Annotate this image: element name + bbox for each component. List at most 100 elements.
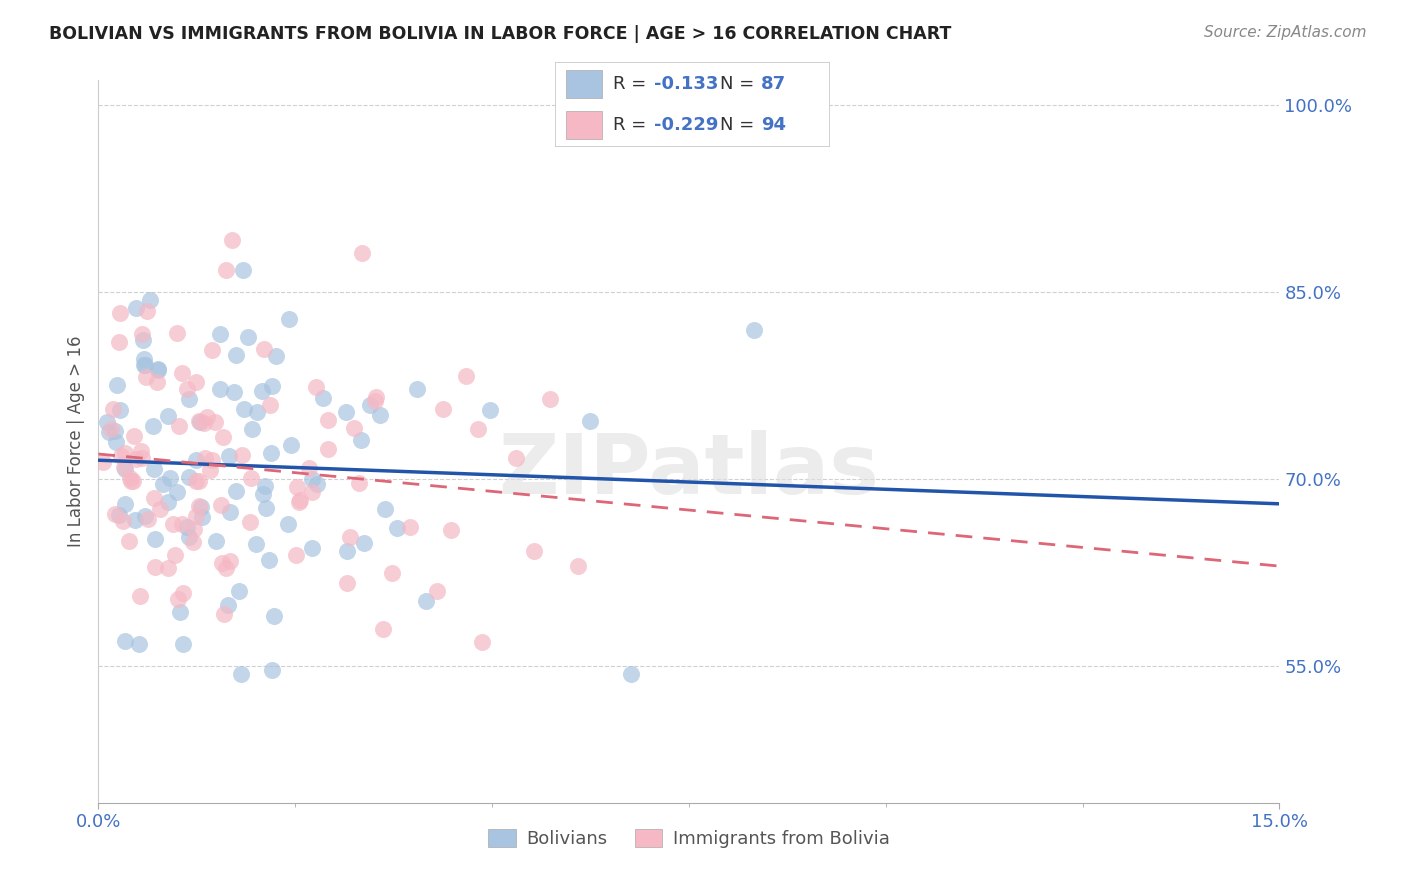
Point bbox=[184, 508, 207, 523]
Point bbox=[188, 475, 211, 489]
Point bbox=[104, 424, 127, 438]
Point bbox=[471, 635, 494, 649]
Point bbox=[156, 560, 179, 574]
Point bbox=[124, 513, 146, 527]
Point bbox=[215, 263, 238, 277]
Point bbox=[152, 477, 174, 491]
Point bbox=[250, 384, 273, 398]
Point bbox=[191, 509, 214, 524]
Point bbox=[91, 455, 114, 469]
Point bbox=[336, 576, 359, 591]
Point bbox=[114, 496, 136, 510]
Point bbox=[350, 433, 373, 447]
Point bbox=[212, 607, 235, 621]
Point bbox=[231, 667, 253, 681]
Point bbox=[112, 514, 135, 528]
Point bbox=[318, 413, 340, 427]
Point bbox=[218, 505, 240, 519]
Point bbox=[259, 398, 281, 412]
FancyBboxPatch shape bbox=[555, 62, 830, 147]
Point bbox=[381, 566, 404, 581]
Point bbox=[245, 405, 267, 419]
Point bbox=[142, 418, 165, 433]
Point bbox=[128, 637, 150, 651]
Y-axis label: In Labor Force | Age > 16: In Labor Force | Age > 16 bbox=[66, 335, 84, 548]
Point bbox=[307, 477, 329, 491]
Point bbox=[567, 558, 589, 573]
Point bbox=[181, 534, 204, 549]
Point bbox=[121, 475, 143, 489]
Legend: Bolivians, Immigrants from Bolivia: Bolivians, Immigrants from Bolivia bbox=[481, 822, 897, 855]
Point bbox=[224, 385, 246, 400]
Point bbox=[467, 422, 489, 436]
Point bbox=[456, 369, 478, 384]
Point bbox=[217, 599, 239, 613]
Point bbox=[439, 523, 461, 537]
Point bbox=[211, 556, 233, 570]
Point bbox=[620, 667, 643, 681]
Point bbox=[415, 594, 437, 608]
Point bbox=[134, 358, 156, 372]
Point bbox=[142, 461, 165, 475]
Text: N =: N = bbox=[720, 116, 759, 134]
Point bbox=[186, 452, 208, 467]
Text: BOLIVIAN VS IMMIGRANTS FROM BOLIVIA IN LABOR FORCE | AGE > 16 CORRELATION CHART: BOLIVIAN VS IMMIGRANTS FROM BOLIVIA IN L… bbox=[49, 25, 952, 43]
Point bbox=[176, 519, 198, 533]
Point bbox=[184, 474, 207, 488]
Point bbox=[368, 408, 391, 422]
Point bbox=[209, 382, 232, 396]
Point bbox=[205, 533, 228, 548]
Point bbox=[139, 293, 162, 307]
Point bbox=[742, 323, 765, 337]
Point bbox=[371, 623, 394, 637]
Point bbox=[264, 349, 287, 363]
Point bbox=[108, 403, 131, 417]
Point bbox=[200, 343, 222, 358]
Point bbox=[335, 405, 357, 419]
Point bbox=[231, 448, 253, 462]
Point bbox=[195, 409, 218, 424]
Point bbox=[339, 530, 361, 544]
Point bbox=[363, 393, 385, 408]
Point bbox=[260, 446, 283, 460]
Point bbox=[221, 233, 243, 247]
Point bbox=[374, 501, 396, 516]
Point bbox=[538, 392, 561, 406]
Point bbox=[169, 606, 191, 620]
Point bbox=[305, 379, 328, 393]
Point bbox=[359, 398, 381, 412]
Text: R =: R = bbox=[613, 75, 652, 93]
Point bbox=[218, 449, 240, 463]
Point bbox=[505, 451, 527, 466]
Point bbox=[343, 421, 366, 435]
Text: Source: ZipAtlas.com: Source: ZipAtlas.com bbox=[1204, 25, 1367, 40]
Point bbox=[252, 486, 274, 500]
Point bbox=[479, 403, 502, 417]
Text: R =: R = bbox=[613, 116, 652, 134]
Point bbox=[172, 586, 194, 600]
Point bbox=[219, 554, 242, 568]
Point bbox=[188, 415, 211, 429]
Point bbox=[240, 471, 263, 485]
Text: 87: 87 bbox=[761, 75, 786, 93]
Point bbox=[432, 401, 454, 416]
Point bbox=[129, 590, 152, 604]
Point bbox=[97, 425, 120, 440]
Point bbox=[288, 495, 311, 509]
Point bbox=[96, 415, 118, 429]
Point bbox=[347, 475, 370, 490]
Point bbox=[146, 363, 169, 377]
Point bbox=[183, 522, 205, 536]
Point bbox=[131, 451, 153, 466]
Point bbox=[120, 474, 142, 488]
Text: ZIPatlas: ZIPatlas bbox=[499, 430, 879, 511]
Point bbox=[176, 382, 198, 396]
Point bbox=[350, 245, 373, 260]
Point bbox=[170, 516, 193, 531]
Point bbox=[254, 500, 277, 515]
Point bbox=[132, 333, 155, 347]
Point bbox=[225, 347, 247, 361]
Point bbox=[186, 375, 208, 389]
Point bbox=[156, 409, 179, 423]
Point bbox=[135, 370, 157, 384]
